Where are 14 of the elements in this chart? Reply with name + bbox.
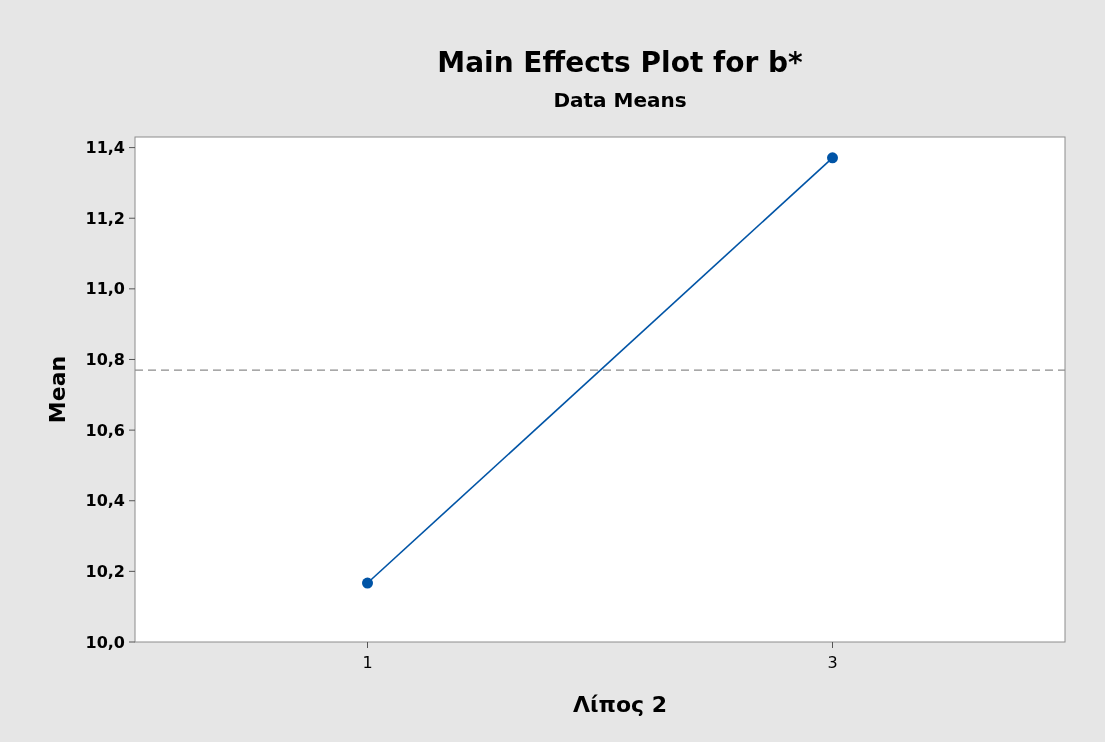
y-tick-label: 11,2 <box>85 208 125 228</box>
x-tick-label: 3 <box>827 653 838 672</box>
y-axis-title: Mean <box>45 355 70 424</box>
y-tick-label: 10,6 <box>85 420 125 440</box>
y-tick-label: 10,2 <box>85 561 125 581</box>
y-tick-label: 10,0 <box>85 632 125 652</box>
chart-subtitle: Data Means <box>553 88 687 112</box>
y-tick-label: 10,4 <box>85 491 125 511</box>
y-tick-label: 11,4 <box>85 138 125 158</box>
chart-title: Main Effects Plot for b* <box>437 46 804 79</box>
x-tick-label: 1 <box>362 653 373 672</box>
y-tick-label: 10,8 <box>85 350 125 370</box>
y-tick-label: 11,0 <box>85 279 125 299</box>
x-axis-title: Λίπος 2 <box>572 692 668 717</box>
